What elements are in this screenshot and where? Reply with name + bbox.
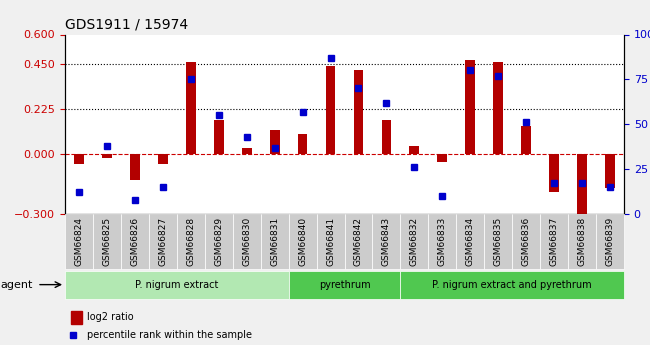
FancyBboxPatch shape: [205, 214, 233, 269]
Bar: [326, 66, 335, 154]
FancyBboxPatch shape: [121, 214, 149, 269]
FancyBboxPatch shape: [540, 214, 568, 269]
Text: GSM66836: GSM66836: [522, 217, 530, 266]
Bar: [242, 148, 252, 154]
Bar: [521, 126, 531, 154]
FancyBboxPatch shape: [400, 270, 624, 298]
Bar: [158, 154, 168, 164]
FancyBboxPatch shape: [317, 214, 345, 269]
Text: GSM66829: GSM66829: [214, 217, 223, 266]
Text: GSM66841: GSM66841: [326, 217, 335, 266]
Bar: [437, 154, 447, 162]
Text: GSM66824: GSM66824: [75, 217, 83, 266]
FancyBboxPatch shape: [149, 214, 177, 269]
Text: GSM66837: GSM66837: [550, 217, 558, 266]
Bar: [214, 120, 224, 154]
Text: P. nigrum extract and pyrethrum: P. nigrum extract and pyrethrum: [432, 280, 592, 289]
Text: agent: agent: [1, 280, 33, 289]
FancyBboxPatch shape: [65, 214, 93, 269]
FancyBboxPatch shape: [289, 270, 400, 298]
FancyBboxPatch shape: [512, 214, 540, 269]
Text: GSM66835: GSM66835: [494, 217, 502, 266]
Text: GSM66830: GSM66830: [242, 217, 251, 266]
Text: GSM66842: GSM66842: [354, 217, 363, 266]
FancyBboxPatch shape: [344, 214, 372, 269]
FancyBboxPatch shape: [596, 214, 624, 269]
FancyBboxPatch shape: [289, 214, 317, 269]
FancyBboxPatch shape: [65, 270, 289, 298]
Bar: [354, 70, 363, 154]
FancyBboxPatch shape: [400, 214, 428, 269]
Text: GSM66843: GSM66843: [382, 217, 391, 266]
Text: pyrethrum: pyrethrum: [318, 280, 370, 289]
FancyBboxPatch shape: [261, 214, 289, 269]
Bar: [102, 154, 112, 158]
Text: GSM66833: GSM66833: [438, 217, 447, 266]
Text: GSM66828: GSM66828: [187, 217, 195, 266]
Bar: [74, 154, 84, 164]
Text: percentile rank within the sample: percentile rank within the sample: [87, 330, 252, 339]
Text: GSM66839: GSM66839: [606, 217, 614, 266]
Bar: [410, 146, 419, 154]
Text: GSM66827: GSM66827: [159, 217, 167, 266]
FancyBboxPatch shape: [93, 214, 121, 269]
Bar: [382, 120, 391, 154]
FancyBboxPatch shape: [568, 214, 596, 269]
Bar: [298, 134, 307, 154]
FancyBboxPatch shape: [372, 214, 400, 269]
Bar: [493, 62, 503, 154]
Bar: [130, 154, 140, 180]
Bar: [71, 310, 82, 324]
Text: GSM66838: GSM66838: [578, 217, 586, 266]
Bar: [605, 154, 615, 188]
Text: GDS1911 / 15974: GDS1911 / 15974: [65, 18, 188, 32]
FancyBboxPatch shape: [233, 214, 261, 269]
FancyBboxPatch shape: [484, 214, 512, 269]
Text: GSM66831: GSM66831: [270, 217, 279, 266]
Bar: [465, 60, 475, 154]
Text: GSM66825: GSM66825: [103, 217, 111, 266]
FancyBboxPatch shape: [428, 214, 456, 269]
Text: GSM66840: GSM66840: [298, 217, 307, 266]
Text: GSM66826: GSM66826: [131, 217, 139, 266]
Text: GSM66832: GSM66832: [410, 217, 419, 266]
Bar: [186, 62, 196, 154]
Bar: [270, 130, 280, 154]
Bar: [577, 154, 587, 218]
Bar: [549, 154, 559, 192]
FancyBboxPatch shape: [456, 214, 484, 269]
FancyBboxPatch shape: [177, 214, 205, 269]
Text: P. nigrum extract: P. nigrum extract: [135, 280, 218, 289]
Text: log2 ratio: log2 ratio: [87, 313, 134, 322]
Text: GSM66834: GSM66834: [466, 217, 474, 266]
